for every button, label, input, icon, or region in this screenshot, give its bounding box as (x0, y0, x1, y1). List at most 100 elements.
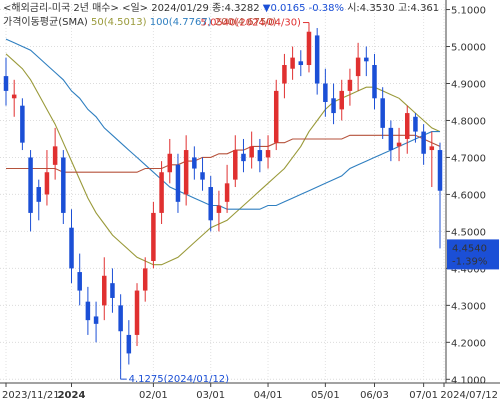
candle-body (134, 290, 140, 335)
candle-body (233, 150, 238, 180)
header-item-0: <해외금리-미국 2년 매수> (3, 1, 119, 14)
candle (257, 138, 263, 173)
candle (142, 257, 148, 302)
candle-body (77, 272, 82, 291)
candle (249, 131, 254, 169)
candle (102, 257, 107, 321)
x-tick-label: 04/01 (254, 390, 283, 401)
candle-body (290, 57, 295, 69)
x-tick-label: 05/01 (311, 390, 340, 401)
last-price-change: -1.39% (452, 256, 487, 267)
candle-body (413, 116, 418, 132)
candle-body (364, 57, 369, 62)
candle (364, 46, 369, 77)
candle-body (331, 98, 336, 114)
x-tick-label: 2024/07/12 (440, 390, 498, 401)
candle-body (61, 157, 66, 213)
y-tick-label: 4.7000 (451, 153, 486, 164)
candle-body (437, 150, 443, 191)
candle (265, 135, 271, 169)
x-tick-label: 2023/11/21 (2, 390, 60, 401)
candle (200, 157, 205, 191)
candle-body (192, 157, 197, 169)
candle-body (257, 150, 263, 162)
x-tick-label: 02/01 (139, 390, 168, 401)
candle (126, 320, 132, 365)
candle (110, 268, 115, 313)
sma-legend-item-3: 200(4.6750) (212, 17, 277, 28)
candle (388, 120, 394, 162)
x-tick-label: 06/03 (360, 390, 389, 401)
x-tick-label: 2024 (58, 390, 86, 401)
candle (52, 127, 58, 180)
last-price-tag: 4.4540 -1.39% (447, 239, 499, 270)
candle (323, 68, 328, 117)
candle (306, 26, 312, 73)
candle (151, 201, 156, 269)
candle-body (69, 227, 74, 269)
candle-body (110, 283, 115, 298)
candle-body (159, 172, 164, 213)
candle (69, 209, 74, 284)
candle (93, 301, 99, 343)
header-item-7: 고:4.361 (395, 3, 439, 14)
last-price-box (447, 239, 499, 270)
candle (224, 164, 230, 213)
candle-body (273, 90, 279, 143)
candle (175, 153, 181, 213)
candle (429, 131, 435, 188)
candle-body (102, 275, 107, 306)
candle-body (11, 94, 17, 99)
candle-body (28, 157, 33, 213)
annotations: 5.0540(2024/04/30) 4.1275(2024/01/12) (120, 18, 310, 385)
candle-body (421, 131, 426, 154)
candle-body (355, 57, 361, 77)
y-tick-label: 4.9000 (451, 79, 486, 90)
candle (290, 46, 295, 80)
header-item-1: <일> (119, 2, 148, 14)
candle-body (298, 61, 304, 66)
candle (331, 83, 336, 125)
candle (3, 57, 9, 106)
candle-body (93, 316, 99, 324)
candle (167, 138, 173, 184)
y-axis-ticks: 5.1000 5.0000 4.9000 4.8000 4.7000 4.6000 4.50… (446, 6, 486, 386)
candle (241, 138, 246, 173)
candle-body (85, 301, 91, 321)
candle (380, 87, 385, 139)
candle (282, 53, 287, 99)
y-tick-label: 4.3000 (451, 301, 486, 312)
sma-legend-item-2: 100(4.7767) (147, 17, 212, 28)
candle-body (3, 76, 9, 91)
header-item-4: ▼0.0165 (260, 3, 306, 14)
candle-body (126, 334, 132, 354)
header-sma-line: 가격이동평균(SMA) 50(4.5013) 100(4.7767) 200(4… (3, 15, 277, 28)
low-annotation: 4.1275(2024/01/12) (129, 374, 230, 385)
candle-body (142, 268, 148, 291)
header-item-6: 시:4.3530 (344, 2, 395, 14)
candle-body (183, 150, 189, 195)
candle-body (52, 146, 58, 165)
candle-body (306, 31, 312, 66)
candle (183, 135, 189, 206)
candle (159, 161, 164, 225)
candle-body (380, 98, 385, 128)
y-tick-label: 4.4000 (451, 264, 486, 275)
candle (44, 150, 50, 206)
candle (216, 190, 222, 232)
y-tick-label: 4.2000 (451, 338, 486, 349)
sma-lines (5, 38, 441, 266)
candle (61, 150, 66, 225)
candle (77, 253, 82, 306)
x-tick-label: 03/01 (196, 390, 225, 401)
candle (314, 28, 320, 95)
candle (118, 294, 123, 370)
candle-body (216, 205, 222, 213)
candle-body (388, 127, 394, 151)
candle-body (36, 187, 42, 202)
y-tick-label: 4.8000 (451, 116, 486, 127)
candle (28, 150, 33, 232)
candle (298, 50, 304, 77)
candle-body (265, 150, 271, 158)
